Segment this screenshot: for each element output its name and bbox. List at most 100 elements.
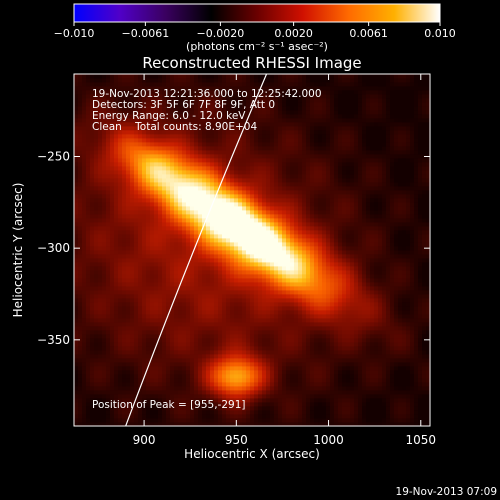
heatmap-cell bbox=[158, 102, 163, 107]
heatmap-cell bbox=[74, 330, 79, 335]
heatmap-cell bbox=[170, 406, 175, 411]
heatmap-cell bbox=[118, 118, 123, 123]
heatmap-cell bbox=[274, 174, 279, 179]
heatmap-cell bbox=[278, 342, 283, 347]
heatmap-cell bbox=[146, 250, 151, 255]
heatmap-cell bbox=[130, 142, 135, 147]
heatmap-cell bbox=[150, 138, 155, 143]
heatmap-cell bbox=[170, 238, 175, 243]
heatmap-cell bbox=[202, 374, 207, 379]
heatmap-cell bbox=[186, 402, 191, 407]
heatmap-cell bbox=[182, 206, 187, 211]
heatmap-cell bbox=[294, 222, 299, 227]
heatmap-cell bbox=[206, 198, 211, 203]
heatmap-cell bbox=[258, 138, 263, 143]
heatmap-cell bbox=[286, 402, 291, 407]
heatmap-cell bbox=[222, 86, 227, 91]
heatmap-cell bbox=[118, 202, 123, 207]
heatmap-cell bbox=[202, 266, 207, 271]
heatmap-cell bbox=[186, 186, 191, 191]
heatmap-cell bbox=[214, 102, 219, 107]
heatmap-cell bbox=[162, 334, 167, 339]
heatmap-cell bbox=[146, 246, 151, 251]
heatmap-cell bbox=[210, 174, 215, 179]
heatmap-cell bbox=[106, 358, 111, 363]
heatmap-cell bbox=[254, 102, 259, 107]
heatmap-cell bbox=[242, 146, 247, 151]
heatmap-cell bbox=[78, 90, 83, 95]
heatmap-cell bbox=[238, 86, 243, 91]
heatmap-cell bbox=[138, 186, 143, 191]
heatmap-cell bbox=[226, 294, 231, 299]
heatmap-cell bbox=[250, 98, 255, 103]
heatmap-cell bbox=[154, 410, 159, 415]
heatmap-cell bbox=[214, 334, 219, 339]
heatmap-cell bbox=[270, 414, 275, 419]
heatmap-cell bbox=[154, 394, 159, 399]
heatmap-cell bbox=[230, 162, 235, 167]
heatmap-cell bbox=[298, 338, 303, 343]
heatmap-cell bbox=[110, 114, 115, 119]
heatmap-cell bbox=[222, 186, 227, 191]
heatmap-cell bbox=[262, 182, 267, 187]
heatmap-cell bbox=[190, 310, 195, 315]
heatmap-cell bbox=[158, 294, 163, 299]
heatmap-cell bbox=[278, 374, 283, 379]
heatmap-cell bbox=[142, 98, 147, 103]
heatmap-cell bbox=[206, 114, 211, 119]
heatmap-cell bbox=[82, 86, 87, 91]
heatmap-cell bbox=[234, 106, 239, 111]
heatmap-cell bbox=[98, 302, 103, 307]
heatmap-cell bbox=[82, 146, 87, 151]
heatmap-cell bbox=[162, 390, 167, 395]
heatmap-cell bbox=[222, 242, 227, 247]
heatmap-cell bbox=[266, 398, 271, 403]
heatmap-cell bbox=[202, 350, 207, 355]
heatmap-cell bbox=[202, 138, 207, 143]
heatmap-cell bbox=[258, 346, 263, 351]
heatmap-cell bbox=[258, 398, 263, 403]
heatmap-cell bbox=[162, 406, 167, 411]
heatmap-cell bbox=[202, 170, 207, 175]
heatmap-cell bbox=[98, 226, 103, 231]
heatmap-cell bbox=[298, 274, 303, 279]
heatmap-cell bbox=[270, 326, 275, 331]
heatmap-cell bbox=[202, 162, 207, 167]
heatmap-cell bbox=[94, 386, 99, 391]
heatmap-cell bbox=[98, 402, 103, 407]
heatmap-cell bbox=[122, 134, 127, 139]
heatmap-cell bbox=[246, 422, 251, 426]
heatmap-cell bbox=[298, 270, 303, 275]
heatmap-cell bbox=[246, 394, 251, 399]
heatmap-cell bbox=[226, 250, 231, 255]
heatmap-cell bbox=[222, 294, 227, 299]
heatmap-cell bbox=[194, 162, 199, 167]
heatmap-cell bbox=[186, 290, 191, 295]
heatmap-cell bbox=[266, 410, 271, 415]
heatmap-cell bbox=[266, 350, 271, 355]
heatmap-cell bbox=[210, 106, 215, 111]
heatmap-cell bbox=[186, 166, 191, 171]
heatmap-cell bbox=[114, 262, 119, 267]
heatmap-cell bbox=[82, 310, 87, 315]
heatmap-cell bbox=[246, 130, 251, 135]
heatmap-cell bbox=[270, 370, 275, 375]
heatmap-cell bbox=[74, 298, 79, 303]
heatmap-cell bbox=[294, 210, 299, 215]
heatmap-cell bbox=[242, 110, 247, 115]
heatmap-cell bbox=[158, 154, 163, 159]
heatmap-cell bbox=[170, 298, 175, 303]
heatmap-cell bbox=[278, 138, 283, 143]
heatmap-cell bbox=[262, 190, 267, 195]
heatmap-cell bbox=[274, 354, 279, 359]
heatmap-cell bbox=[98, 214, 103, 219]
heatmap-cell bbox=[190, 194, 195, 199]
heatmap-cell bbox=[166, 370, 171, 375]
heatmap-cell bbox=[138, 338, 143, 343]
heatmap-cell bbox=[278, 194, 283, 199]
heatmap-cell bbox=[210, 382, 215, 387]
heatmap-cell bbox=[226, 270, 231, 275]
heatmap-cell bbox=[270, 266, 275, 271]
heatmap-cell bbox=[78, 266, 83, 271]
heatmap-cell bbox=[102, 346, 107, 351]
